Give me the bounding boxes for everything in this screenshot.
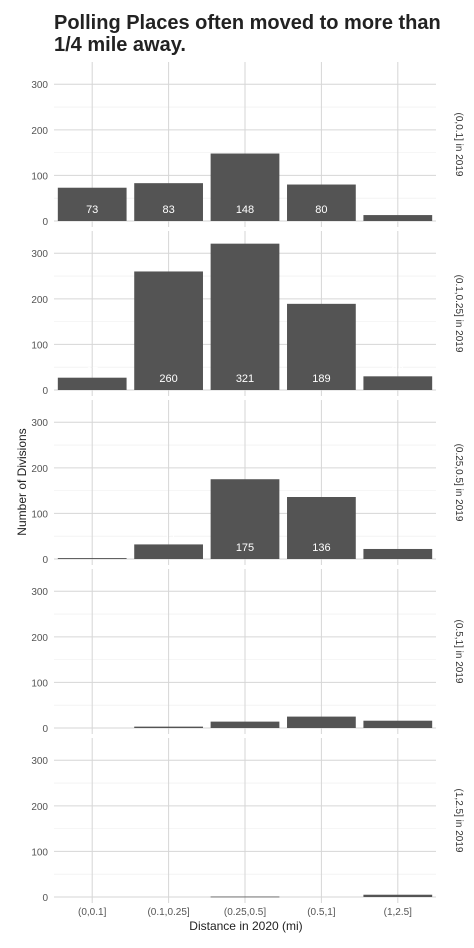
x-tick-label: (1,2.5]	[384, 907, 413, 918]
bar-value-label: 22	[392, 537, 404, 549]
bar	[134, 544, 203, 559]
bar-value-label: 260	[159, 373, 177, 385]
y-tick-label: 100	[31, 509, 48, 520]
y-tick-label: 0	[42, 555, 48, 566]
facet-label: (0,0.1] in 2019	[453, 113, 464, 177]
bar	[363, 548, 433, 559]
y-tick-label: 300	[31, 587, 48, 598]
facet-label: (0.5,1] in 2019	[453, 620, 464, 684]
bar-value-label: 175	[236, 542, 254, 554]
facet-label: (0.25,0.5] in 2019	[453, 444, 464, 522]
y-axis-title: Number of Divisions	[15, 428, 29, 535]
bar	[57, 187, 127, 221]
bar-value-label: 73	[86, 204, 98, 216]
x-tick-label: (0.25,0.5]	[224, 907, 266, 918]
bar	[287, 184, 356, 221]
bar	[210, 153, 280, 221]
y-tick-label: 0	[42, 386, 48, 397]
bar	[210, 479, 280, 559]
bar	[210, 721, 280, 728]
bar	[363, 894, 433, 897]
y-tick-label: 100	[31, 171, 48, 182]
y-tick-label: 100	[31, 847, 48, 858]
y-tick-label: 200	[31, 802, 48, 813]
bar-value-label: 80	[315, 204, 327, 216]
bar	[287, 303, 356, 390]
bar-value-label: 30	[392, 364, 404, 376]
bar	[134, 183, 203, 221]
x-tick-label: (0.1,0.25]	[147, 907, 189, 918]
y-tick-label: 300	[31, 418, 48, 429]
bar-value-label: 136	[312, 542, 330, 554]
bar	[363, 720, 433, 728]
bar-value-label: 148	[236, 204, 254, 216]
y-tick-label: 200	[31, 126, 48, 137]
x-axis-title: Distance in 2020 (mi)	[189, 919, 302, 933]
y-tick-label: 300	[31, 80, 48, 91]
bar	[363, 376, 433, 390]
bar-value-label: 32	[162, 532, 174, 544]
bar	[363, 215, 433, 221]
bar	[287, 497, 356, 559]
bar-value-label: 321	[236, 373, 254, 385]
chart-title: Polling Places often moved to more than …	[54, 12, 441, 56]
y-tick-label: 0	[42, 724, 48, 735]
y-tick-label: 200	[31, 633, 48, 644]
bar-value-label: 25	[315, 705, 327, 717]
y-tick-label: 100	[31, 340, 48, 351]
bar	[134, 271, 203, 390]
bar-value-label: 83	[162, 204, 174, 216]
facet-label: (0.1,0.25] in 2019	[453, 275, 464, 353]
bar	[210, 243, 280, 390]
bar	[57, 558, 127, 559]
bar	[210, 896, 280, 898]
y-tick-label: 200	[31, 295, 48, 306]
y-tick-label: 300	[31, 756, 48, 767]
bar	[287, 716, 356, 728]
bar-value-label: 189	[312, 373, 330, 385]
y-tick-label: 100	[31, 678, 48, 689]
facet-label: (1,2.5] in 2019	[453, 789, 464, 853]
x-tick-label: (0.5,1]	[307, 907, 336, 918]
bar	[57, 377, 127, 390]
bar	[134, 726, 203, 728]
y-tick-label: 0	[42, 217, 48, 228]
y-tick-label: 300	[31, 249, 48, 260]
y-tick-label: 0	[42, 893, 48, 904]
x-tick-label: (0,0.1]	[78, 907, 107, 918]
y-tick-label: 200	[31, 464, 48, 475]
bar-value-label: 27	[86, 366, 98, 378]
